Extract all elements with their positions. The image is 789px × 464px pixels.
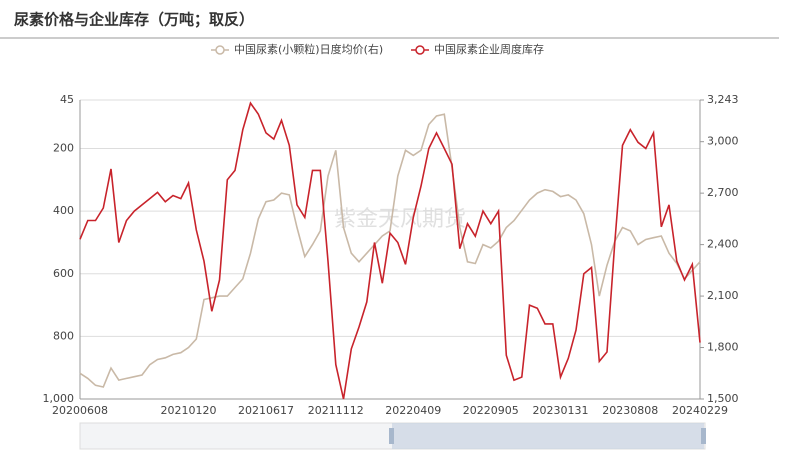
legend-marker: [415, 45, 425, 55]
legend-item[interactable]: 中国尿素(小颗粒)日度均价(右): [211, 42, 383, 56]
zoom-slider[interactable]: [79, 422, 706, 450]
legend-item[interactable]: 中国尿素企业周度库存: [411, 42, 544, 56]
legend-label: 中国尿素(小颗粒)日度均价(右): [234, 42, 383, 56]
x-tick-label: 20220409: [385, 404, 441, 417]
legend-marker: [215, 45, 225, 55]
slider-handle[interactable]: [389, 428, 394, 444]
x-tick-label: 20230131: [533, 404, 589, 417]
x-tick-label: 20240229: [672, 404, 728, 417]
slider-window[interactable]: [392, 423, 704, 449]
x-tick-label: 20210120: [161, 404, 217, 417]
y-tick-label: 45: [60, 93, 74, 106]
y-tick-label: 1,000: [43, 392, 75, 405]
chart-title: 尿素价格与企业库存（万吨；取反）: [14, 11, 254, 29]
y-tick-label: 600: [53, 267, 74, 280]
y-tick-label: 400: [53, 204, 74, 217]
y2-tick-label: 2,700: [707, 186, 739, 199]
x-tick-label: 20211112: [308, 404, 364, 417]
y-tick-label: 200: [53, 142, 74, 155]
series-line: [79, 101, 701, 400]
x-tick-label: 20200608: [52, 404, 108, 417]
y2-tick-label: 1,800: [707, 341, 739, 354]
y-tick-label: 800: [53, 329, 74, 342]
legend-label: 中国尿素企业周度库存: [434, 42, 544, 56]
series-line: [79, 113, 701, 388]
y2-tick-label: 1,500: [707, 392, 739, 405]
y2-tick-label: 3,243: [707, 93, 739, 106]
x-tick-label: 20230808: [602, 404, 658, 417]
y2-tick-label: 2,400: [707, 238, 739, 251]
slider-handle[interactable]: [701, 428, 706, 444]
x-tick-label: 20210617: [238, 404, 294, 417]
y2-tick-label: 2,100: [707, 289, 739, 302]
y2-tick-label: 3,000: [707, 135, 739, 148]
x-tick-label: 20220905: [463, 404, 519, 417]
